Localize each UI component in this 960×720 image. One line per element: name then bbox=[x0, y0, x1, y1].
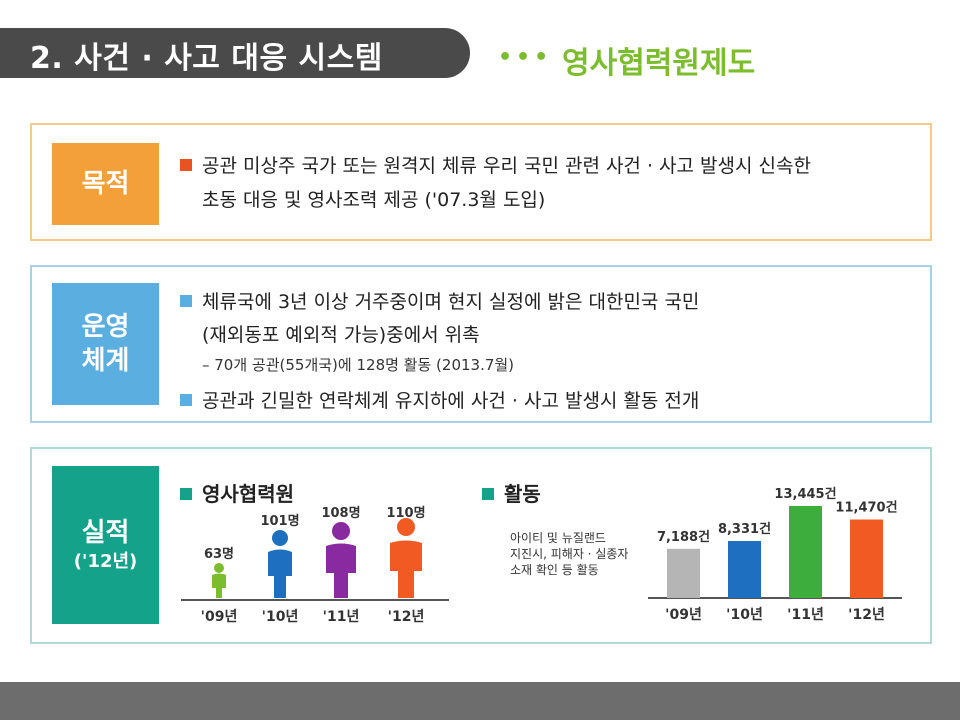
results-label: 실적 ('12년) bbox=[52, 466, 159, 624]
operation-box bbox=[30, 265, 932, 423]
bar-value-label-1: 8,331건 bbox=[718, 521, 771, 537]
footer-bar bbox=[0, 682, 960, 720]
activity-note: 아이티 및 뉴질랜드 지진시, 피해자 · 실종자 소재 확인 등 활동 bbox=[510, 530, 628, 578]
bar-1 bbox=[728, 540, 761, 598]
activity-note-line-3: 소재 확인 등 활동 bbox=[510, 563, 599, 577]
purpose-box bbox=[30, 123, 932, 241]
bar-3 bbox=[850, 519, 883, 598]
consul-year-10: '10년 bbox=[261, 609, 299, 625]
bar-category-label-2: '11년 bbox=[787, 607, 824, 623]
purpose-label-text: 목적 bbox=[81, 169, 130, 199]
operation-label-line2: 체계 bbox=[81, 346, 130, 376]
page-subtitle: 영사협력원제도 bbox=[562, 46, 756, 81]
consul-count-11: 108명 bbox=[321, 506, 361, 521]
bar-category-label-0: '09년 bbox=[665, 607, 702, 623]
bar-category-label-3: '12년 bbox=[848, 607, 885, 623]
person-icon-10 bbox=[268, 530, 292, 598]
consuls-section-title: 영사협력원 bbox=[180, 478, 294, 507]
person-icon-11 bbox=[326, 522, 356, 598]
consul-year-09: '09년 bbox=[200, 609, 238, 625]
consul-count-10: 101명 bbox=[260, 514, 300, 529]
bar-category-label-1: '10년 bbox=[726, 607, 763, 623]
operation-text-3: 공관과 긴밀한 연락체계 유지하에 사건 · 사고 발생시 활동 전개 bbox=[202, 390, 700, 412]
operation-bullet-2: 공관과 긴밀한 연락체계 유지하에 사건 · 사고 발생시 활동 전개 bbox=[180, 386, 699, 413]
square-bullet-icon bbox=[482, 488, 494, 500]
bar-value-label-2: 13,445건 bbox=[774, 486, 836, 502]
square-bullet-icon bbox=[180, 488, 192, 500]
operation-label: 운영 체계 bbox=[52, 283, 159, 405]
footer-text: 재외국민보호과 bbox=[824, 14, 928, 33]
bar-value-label-3: 11,470건 bbox=[835, 500, 897, 516]
purpose-line-2: 초동 대응 및 영사조력 제공 ('07.3월 도입) bbox=[202, 189, 546, 211]
activity-section-title: 활동 bbox=[482, 478, 541, 507]
activity-title-text: 활동 bbox=[504, 482, 541, 506]
consul-count-09: 63명 bbox=[203, 547, 235, 562]
consul-year-11: '11년 bbox=[322, 609, 360, 625]
square-bullet-icon bbox=[180, 159, 192, 171]
square-bullet-icon bbox=[180, 394, 192, 406]
header-dots: ••• bbox=[498, 45, 553, 70]
operation-text-1: 체류국에 3년 이상 거주중이며 현지 실정에 밝은 대한민국 국민 bbox=[202, 291, 700, 313]
purpose-line-1: 공관 미상주 국가 또는 원격지 체류 우리 국민 관련 사건 · 사고 발생시… bbox=[180, 151, 811, 178]
operation-sub-note: – 70개 공관(55개국)에 128명 활동 (2013.7월) bbox=[202, 356, 515, 374]
bar-0 bbox=[667, 548, 700, 598]
activity-note-line-2: 지진시, 피해자 · 실종자 bbox=[510, 547, 629, 561]
person-icon-09 bbox=[212, 563, 226, 598]
activity-bar-chart: 7,188건 '09년 8,331건 '10년 13,445건 '11년 11,470건 '1… bbox=[648, 486, 902, 623]
person-icon-12 bbox=[390, 518, 422, 598]
operation-text-2: (재외동포 예외적 가능)중에서 위촉 bbox=[202, 324, 480, 346]
results-box bbox=[30, 447, 932, 644]
purpose-text-1: 공관 미상주 국가 또는 원격지 체류 우리 국민 관련 사건 · 사고 발생시… bbox=[202, 155, 811, 177]
consul-year-12: '12년 bbox=[387, 609, 425, 625]
header-band bbox=[0, 28, 470, 78]
consul-count-12: 110명 bbox=[386, 506, 426, 521]
consuls-title-text: 영사협력원 bbox=[202, 482, 294, 506]
square-bullet-icon bbox=[180, 295, 192, 307]
operation-bullet-1: 체류국에 3년 이상 거주중이며 현지 실정에 밝은 대한민국 국민 bbox=[180, 287, 699, 314]
results-label-text: 실적 bbox=[81, 518, 130, 548]
results-label-sub: ('12년) bbox=[73, 551, 138, 572]
purpose-label: 목적 bbox=[52, 143, 159, 225]
operation-label-line1: 운영 bbox=[81, 312, 130, 342]
bar-value-label-0: 7,188건 bbox=[657, 529, 710, 545]
bar-2 bbox=[789, 506, 822, 598]
consuls-axis bbox=[181, 599, 449, 601]
page-title: 2. 사건 · 사고 대응 시스템 bbox=[30, 41, 383, 76]
activity-note-line-1: 아이티 및 뉴질랜드 bbox=[510, 531, 606, 545]
